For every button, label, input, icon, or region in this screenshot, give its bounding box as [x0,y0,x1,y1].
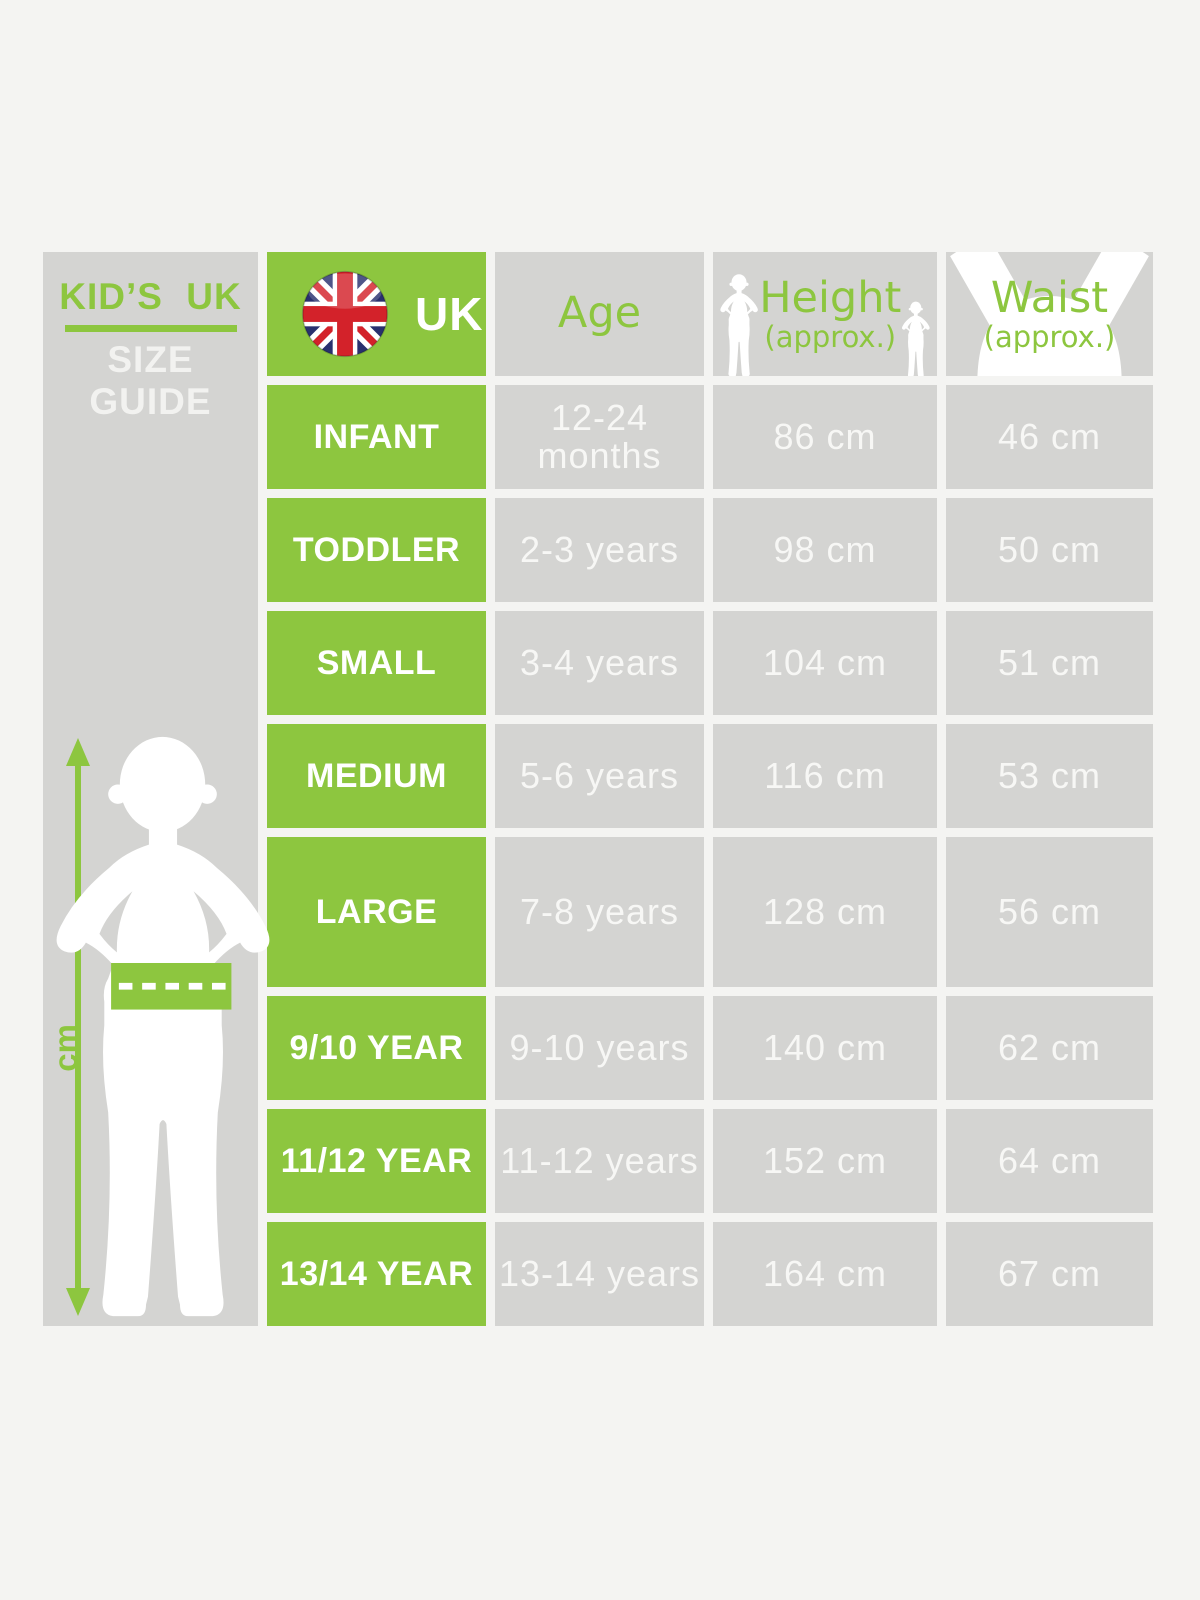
waist-cell: 67 cm [946,1222,1153,1326]
age-cell: 5-6 years [495,724,704,828]
uk-flag-icon [301,270,389,358]
height-cell: 164 cm [713,1222,937,1326]
height-cell: 104 cm [713,611,937,715]
waist-approx-label: (approx.) [983,320,1116,355]
header-age: Age [495,252,704,376]
age-cell: 2-3 years [495,498,704,602]
size-cell: MEDIUM [267,724,486,828]
panel-title-line2: SIZE GUIDE [89,339,212,422]
waist-torso-icon [950,252,1149,376]
panel-title-line1: KID’S UK [59,276,242,317]
header-height: Height (approx.) [713,252,937,376]
child-silhouette-icon [49,732,277,1324]
height-cell: 140 cm [713,996,937,1100]
age-cell: 9-10 years [495,996,704,1100]
age-column-label: Age [557,288,642,339]
size-guide-infographic: KID’S UK SIZE GUIDE cm [43,252,1153,1326]
height-cell: 152 cm [713,1109,937,1213]
height-cell: 86 cm [713,385,937,489]
height-cell: 98 cm [713,498,937,602]
size-cell: SMALL [267,611,486,715]
height-approx-label: (approx.) [764,320,897,355]
height-column-label-group: Height (approx.) [759,272,902,355]
uk-column-label: UK [415,288,484,340]
waist-cell: 53 cm [946,724,1153,828]
height-cell: 128 cm [713,837,937,987]
side-panel: KID’S UK SIZE GUIDE cm [43,252,258,1326]
title-underline [64,325,237,332]
waist-cell: 51 cm [946,611,1153,715]
cm-unit-label: cm [47,1024,84,1072]
panel-title: KID’S UK SIZE GUIDE [43,252,258,423]
short-person-icon [901,299,931,376]
waist-cell: 64 cm [946,1109,1153,1213]
waist-cell: 56 cm [946,837,1153,987]
size-cell: LARGE [267,837,486,987]
age-cell: 12-24 months [495,385,704,489]
size-cell: INFANT [267,385,486,489]
age-cell: 13-14 years [495,1222,704,1326]
waist-cell: 50 cm [946,498,1153,602]
tall-person-icon [719,271,759,376]
age-cell: 7-8 years [495,837,704,987]
height-cell: 116 cm [713,724,937,828]
age-cell: 3-4 years [495,611,704,715]
size-cell: 11/12 YEAR [267,1109,486,1213]
size-cell: 9/10 YEAR [267,996,486,1100]
header-uk: UK [267,252,486,376]
waist-cell: 62 cm [946,996,1153,1100]
age-cell: 11-12 years [495,1109,704,1213]
waist-column-label: Waist [990,272,1109,323]
height-column-label: Height [759,272,902,323]
header-waist: Waist (approx.) [946,252,1153,376]
height-measure-arrow-icon [66,738,90,1316]
size-cell: 13/14 YEAR [267,1222,486,1326]
waist-column-label-group: Waist (approx.) [983,272,1116,355]
waist-cell: 46 cm [946,385,1153,489]
size-cell: TODDLER [267,498,486,602]
